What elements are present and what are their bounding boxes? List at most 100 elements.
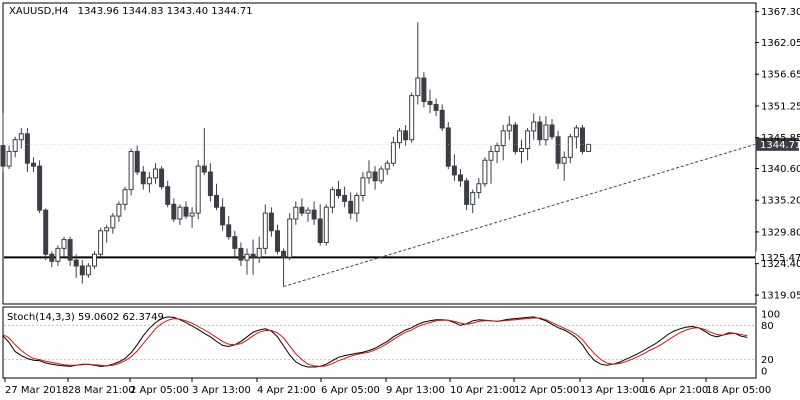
candle-body (506, 124, 512, 132)
candle (61, 236, 67, 258)
candle-body (525, 130, 531, 150)
candle (537, 116, 543, 146)
candle-body (415, 77, 421, 97)
candles-layer (0, 22, 592, 287)
candle (421, 72, 427, 108)
candle-body (43, 209, 49, 255)
candle (92, 251, 97, 269)
candle (232, 230, 238, 258)
candle (104, 224, 110, 243)
candle (543, 116, 549, 146)
current-price-label: 1344.71 (760, 140, 800, 151)
candle-body (238, 247, 244, 261)
candle-body (342, 195, 348, 202)
candle-body (153, 168, 158, 179)
candle (427, 89, 433, 114)
candle (378, 166, 384, 184)
candle (177, 204, 183, 225)
candle-body (451, 165, 457, 176)
candle-body (476, 183, 482, 194)
candle-body (250, 253, 256, 258)
candle-body (561, 156, 567, 164)
x-tick-label: 4 Apr 21:00 (257, 385, 316, 396)
y-tick-label: 1329.80 (761, 227, 800, 238)
candle (305, 207, 311, 222)
y-tick-label: 1356.65 (761, 70, 800, 81)
candle (275, 224, 280, 255)
candle (384, 160, 390, 175)
candle (12, 136, 18, 158)
candle-body (49, 253, 55, 262)
candle-body (195, 165, 201, 214)
candle (201, 127, 207, 175)
candle (134, 145, 140, 175)
candle-body (256, 247, 262, 258)
candle-body (433, 103, 439, 111)
candle-body (323, 206, 329, 243)
candle-body (549, 124, 555, 138)
x-tick-label: 27 Mar 2018 (5, 385, 68, 396)
candle-body (244, 253, 250, 261)
x-tick-label: 3 Apr 13:00 (192, 385, 251, 396)
candle-body (427, 101, 433, 105)
candle (464, 177, 470, 211)
candle (458, 169, 463, 187)
candle-body (226, 224, 232, 238)
candle (397, 127, 402, 149)
candle (183, 201, 189, 219)
candle (98, 227, 104, 258)
candle (79, 260, 85, 284)
axis-layer: 1367.30 1362.05 1356.65 1351.25 1345.85 1340.… (4, 7, 800, 396)
candle-body (92, 253, 97, 267)
candle-body (305, 209, 311, 214)
candle (549, 119, 555, 140)
support-price-tag (756, 251, 799, 264)
candle-body (0, 145, 6, 167)
candle (329, 186, 335, 214)
candle-body (73, 259, 79, 267)
y-tick-label: 1345.85 (761, 133, 800, 144)
candle-body (494, 145, 500, 152)
candle (214, 183, 219, 211)
candle (439, 104, 445, 131)
candle (494, 142, 500, 164)
candle (250, 239, 256, 275)
candle-body (189, 212, 195, 217)
x-tick-label: 9 Apr 13:00 (386, 385, 445, 396)
candle (348, 192, 354, 219)
candle (415, 22, 421, 105)
candle (519, 139, 524, 164)
ohlc-readout: 1343.96 1344.83 1343.40 1344.71 (78, 6, 253, 17)
x-tick-label: 18 Apr 05:00 (706, 385, 771, 396)
candle-body (519, 148, 524, 152)
candle (390, 136, 396, 167)
candle (189, 207, 195, 228)
candle (488, 145, 494, 184)
candle (372, 166, 378, 190)
candle (85, 263, 91, 278)
candle (403, 125, 409, 146)
candle (49, 251, 55, 268)
candle-body (445, 127, 451, 167)
candle (165, 180, 171, 208)
y-tick-label: 1362.05 (761, 38, 800, 49)
candle (311, 201, 317, 225)
candle-body (512, 124, 518, 152)
candle (293, 201, 299, 225)
x-tick-label: 28 Mar 21:00 (68, 385, 135, 396)
y-tick-label: 1324.40 (761, 259, 800, 270)
candle-body (336, 189, 341, 197)
candle-body (262, 212, 268, 249)
candle (555, 130, 561, 170)
x-tick-label: 2 Apr 05:00 (130, 385, 189, 396)
candle (110, 213, 116, 234)
candle (573, 125, 579, 149)
stoch-signal-line (2, 317, 748, 367)
candle (342, 186, 348, 208)
trend-line (283, 143, 756, 288)
candle-body (12, 139, 18, 152)
price-panel-frame (2, 2, 757, 305)
candle-body (378, 168, 384, 182)
candle (409, 92, 415, 143)
